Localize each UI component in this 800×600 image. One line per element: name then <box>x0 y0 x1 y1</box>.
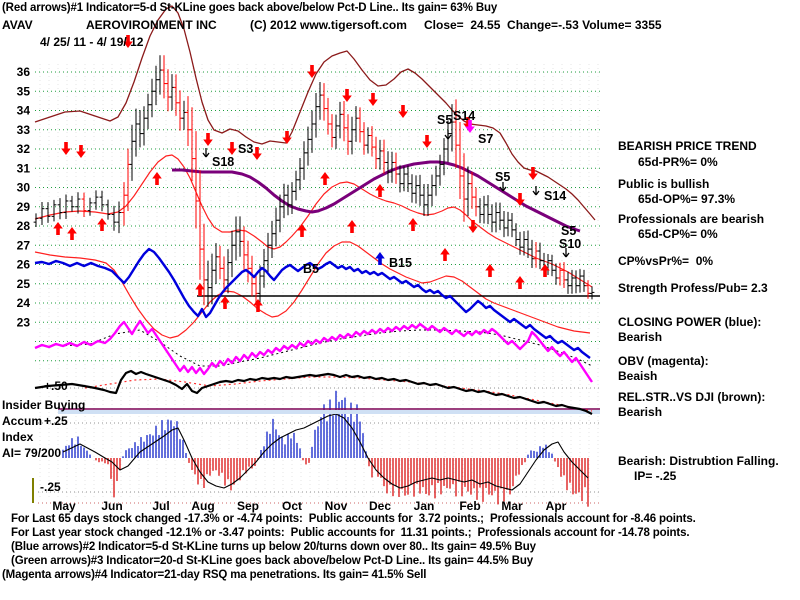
quote-summary: Close= 24.55 Change=-.53 Volume= 3355 <box>424 18 662 32</box>
svg-text:S3: S3 <box>238 142 253 156</box>
svg-text:29: 29 <box>17 200 31 214</box>
svg-text:S18: S18 <box>212 155 234 169</box>
svg-text:36: 36 <box>17 65 31 79</box>
footer-blue-arrow-legend: (Blue arrows)#2 Indicator=5-d St-KLine t… <box>8 541 536 553</box>
insider-buying-label: Insider Buying <box>2 398 86 412</box>
svg-text:Jun: Jun <box>101 499 122 513</box>
public-sentiment: Public is bullish <box>618 177 710 191</box>
rel-str-state: Bearish <box>618 405 663 419</box>
svg-text:Feb: Feb <box>459 499 480 513</box>
svg-text:Jan: Jan <box>414 499 435 513</box>
svg-text:B15: B15 <box>389 256 412 270</box>
ip-value: IP= -.25 <box>634 469 677 483</box>
rel-str-title: REL.STR..VS DJI (brown): <box>618 390 766 404</box>
index-label: Index <box>2 430 34 444</box>
svg-text:25: 25 <box>17 277 31 291</box>
accum-label: Accum <box>2 414 43 428</box>
svg-text:S14: S14 <box>453 109 475 123</box>
footer-magenta-arrow-legend: (Magenta arrows)#4 Indicator=21-day RSQ … <box>2 569 427 581</box>
pr-percent: 65d-PR%= 0% <box>638 155 718 169</box>
svg-text:Sep: Sep <box>237 499 259 513</box>
svg-text:24: 24 <box>17 296 31 310</box>
svg-text:S5: S5 <box>495 170 510 184</box>
svg-text:27: 27 <box>17 238 31 252</box>
svg-text:32: 32 <box>17 142 31 156</box>
date-range: 4/ 25/ 11 - 4/ 19/ 12 <box>40 35 144 49</box>
svg-text:34: 34 <box>17 104 31 118</box>
cp-vs-pr: CP%vsPr%= 0% <box>618 254 714 268</box>
svg-text:26: 26 <box>17 258 31 272</box>
svg-text:S5: S5 <box>437 113 452 127</box>
svg-text:Jul: Jul <box>152 499 169 513</box>
ai-value: AI= 79/200 <box>2 446 62 460</box>
distribution-note: Bearish: Distrubtion Falling. <box>618 454 779 468</box>
svg-text:B5: B5 <box>303 262 319 276</box>
obv-state: Beaish <box>618 369 658 383</box>
footer-year-stats: For Last year stock changed -12.1% or -3… <box>8 527 690 539</box>
svg-text:S7: S7 <box>478 132 493 146</box>
svg-text:S14: S14 <box>544 189 566 203</box>
footer-green-arrow-legend: (Green arrows)#3 Indicator=20-d St-KLine… <box>8 555 533 567</box>
svg-text:May: May <box>52 499 76 513</box>
svg-text:S5: S5 <box>561 224 576 238</box>
svg-text:Aug: Aug <box>191 499 214 513</box>
cp-percent: 65d-CP%= 0% <box>638 227 718 241</box>
svg-text:Nov: Nov <box>325 499 348 513</box>
closing-power-title: CLOSING POWER (blue): <box>618 315 762 329</box>
closing-power-state: Bearish <box>618 330 663 344</box>
copyright: (C) 2012 www.tigersoft.com <box>250 18 407 32</box>
svg-text:31: 31 <box>17 161 31 175</box>
svg-text:Dec: Dec <box>369 499 391 513</box>
svg-text:30: 30 <box>17 181 31 195</box>
svg-text:33: 33 <box>17 123 31 137</box>
svg-text:23: 23 <box>17 315 31 329</box>
strength-ratio: Strength Profess/Pub= 2.3 <box>618 281 768 295</box>
svg-text:Oct: Oct <box>282 499 302 513</box>
ticker-symbol: AVAV <box>2 18 33 32</box>
svg-text:28: 28 <box>17 219 31 233</box>
footer-65day-stats: For Last 65 days stock changed -17.3% or… <box>8 513 696 525</box>
op-percent: 65d-OP%= 97.3% <box>638 192 736 206</box>
svg-text:S10: S10 <box>559 237 581 251</box>
scale-minus-25: -.25 <box>40 480 61 494</box>
professional-sentiment: Professionals are bearish <box>618 212 765 226</box>
scale-plus-50: +.50 <box>44 379 68 393</box>
price-trend-title: BEARISH PRICE TREND <box>618 139 757 153</box>
indicator-1-legend: (Red arrows)#1 Indicator=5-d St-KLine go… <box>2 2 498 14</box>
svg-text:Apr: Apr <box>546 499 567 513</box>
scale-plus-25: +.25 <box>44 414 68 428</box>
svg-text:35: 35 <box>17 84 31 98</box>
company-name: AEROVIRONMENT INC <box>86 18 217 32</box>
obv-title: OBV (magenta): <box>618 354 709 368</box>
svg-text:Mar: Mar <box>501 499 523 513</box>
